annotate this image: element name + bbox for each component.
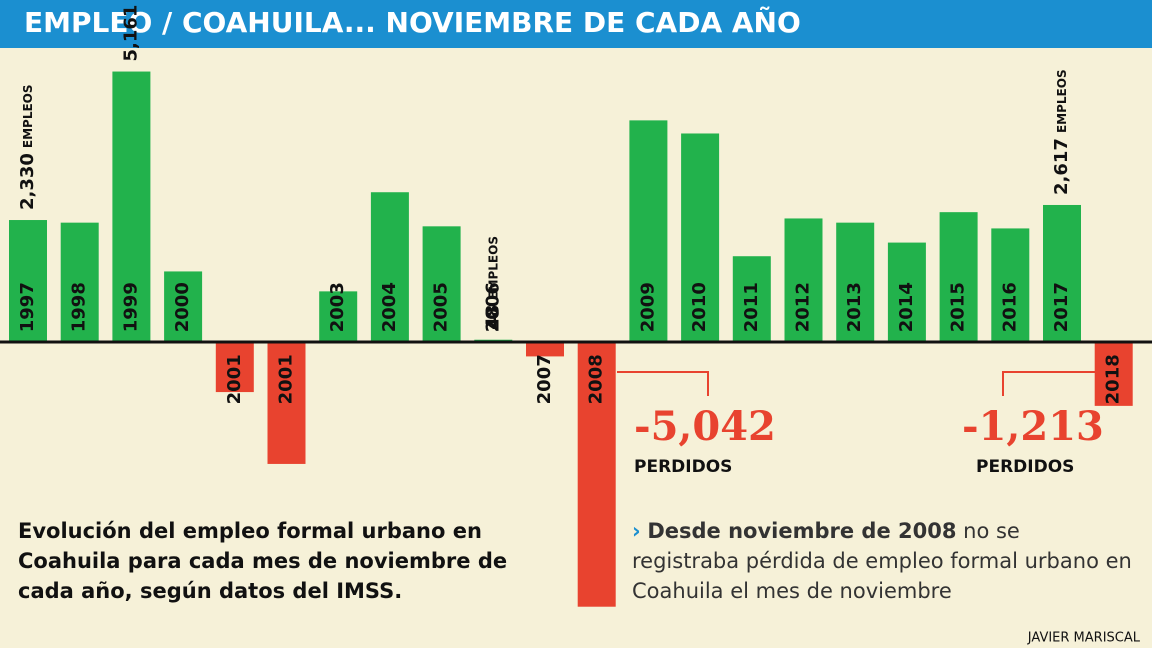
loss-label: -5,042 [634, 403, 776, 450]
bar [215, 342, 254, 393]
note-text: no se registraba pérdida de empleo forma… [632, 519, 1132, 603]
bar [422, 226, 461, 343]
bar [9, 220, 47, 343]
loss-unit: PERDIDOS [634, 457, 732, 477]
x-tick-label: 2006 [482, 282, 503, 332]
loss-unit: PERDIDOS [976, 457, 1074, 477]
bracket [617, 371, 709, 396]
x-tick-label: 2017 [1051, 282, 1072, 332]
value-unit: EMPLEOS [486, 236, 500, 300]
title-bar [0, 0, 1152, 48]
bar [164, 271, 203, 343]
bar [526, 342, 564, 357]
bar [784, 218, 823, 343]
bar [836, 222, 875, 343]
arrow-icon: › [632, 519, 641, 543]
x-tick-label: 2005 [431, 282, 452, 332]
x-tick-label: 2016 [999, 282, 1020, 332]
bar [681, 133, 720, 343]
bar [577, 342, 616, 607]
value-number: 5,161 [120, 5, 141, 62]
value-unit: EMPLEOS [1055, 69, 1069, 133]
value-number: 2,617 [1051, 138, 1072, 195]
value-label: 5,161EMPLEOS [120, 0, 141, 62]
x-tick-label: 2004 [379, 282, 400, 332]
x-tick-label: 2000 [172, 282, 193, 332]
bar [887, 242, 926, 343]
x-tick-label: 2014 [896, 282, 917, 332]
chart-title: EMPLEO / COAHUILA... NOVIEMBRE DE CADA A… [24, 5, 801, 39]
x-tick-label: 2015 [948, 282, 969, 332]
bars: 19972,330EMPLEOS199819995,161EMPLEOS2000… [9, 0, 1133, 607]
value-label: 2,617 EMPLEOS [1051, 69, 1072, 195]
bar [991, 228, 1030, 343]
value-label: 2,330 EMPLEOS [17, 84, 38, 210]
x-tick-label: 2001 [224, 354, 245, 404]
x-tick-label: 2009 [637, 282, 658, 332]
x-tick-label: 1997 [17, 282, 38, 332]
value-label: 48 EMPLEOS [482, 236, 503, 330]
x-tick-label: 2010 [689, 282, 710, 332]
x-tick-label: 2018 [1103, 354, 1124, 404]
bar [1094, 342, 1133, 406]
description: Evolución del empleo formal urbano en Co… [18, 519, 508, 603]
bar [319, 291, 358, 343]
bracket [1002, 371, 1096, 396]
credit: JAVIER MARISCAL [1027, 631, 1141, 646]
value-number: 2,330 [17, 153, 38, 210]
x-tick-label: 2008 [586, 354, 607, 404]
note-bold: Desde noviembre de 2008 [647, 519, 957, 543]
bar [629, 120, 668, 343]
bar [732, 256, 771, 343]
bar [1043, 204, 1081, 343]
bar [112, 71, 151, 343]
x-tick-label: 2001 [276, 354, 297, 404]
x-tick-label: 1998 [69, 282, 90, 332]
x-tick-label: 2013 [844, 282, 865, 332]
bar [370, 192, 409, 343]
x-tick-label: 2011 [741, 282, 762, 332]
x-tick-label: 2003 [327, 282, 348, 332]
loss-label: -1,213 [962, 403, 1104, 450]
bar [60, 222, 99, 343]
value-unit: EMPLEOS [21, 84, 35, 148]
x-tick-label: 1999 [120, 282, 141, 332]
x-tick-label: 2007 [534, 354, 555, 404]
note: › Desde noviembre de 2008 no se registra… [632, 516, 1132, 606]
x-tick-label: 2012 [793, 282, 814, 332]
value-number: 48 [482, 305, 503, 330]
bar [267, 342, 306, 464]
bar [939, 212, 978, 343]
